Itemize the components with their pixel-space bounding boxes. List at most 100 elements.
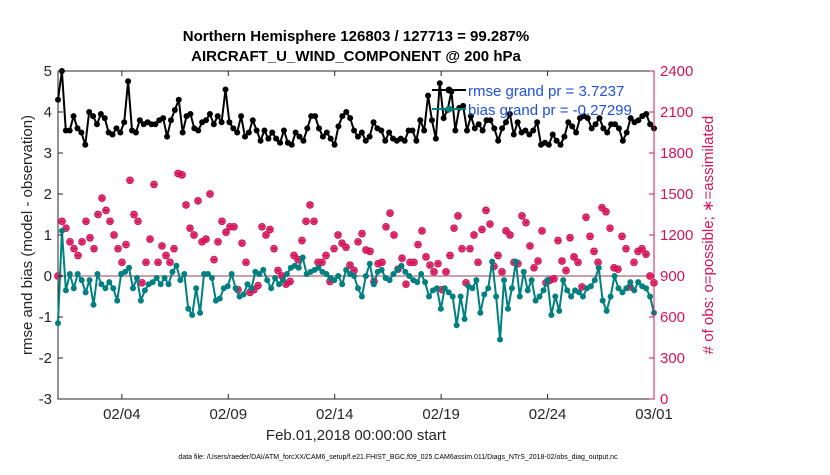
rmse-point (612, 121, 619, 128)
obs-assimilated-star (198, 238, 206, 246)
obs-assimilated-star (202, 235, 210, 243)
bias-point (508, 285, 515, 292)
obs-assimilated-star (118, 258, 126, 266)
obs-marker (258, 222, 266, 231)
rmse-point (253, 127, 260, 134)
obs-marker (82, 217, 90, 226)
bias-point (473, 277, 480, 284)
obs-assimilated-star (334, 231, 342, 239)
y-right-tick-label: 2400 (660, 63, 693, 80)
obs-assimilated-star (194, 197, 202, 205)
obs-marker (418, 227, 426, 235)
obs-marker (214, 237, 222, 246)
x-axis-label: Feb.01,2018 00:00:00 start (266, 427, 447, 444)
bias-point (248, 285, 255, 292)
obs-assimilated-star (630, 258, 638, 266)
bias-point (208, 275, 215, 282)
bias-point (619, 289, 626, 296)
obs-assimilated-star (138, 279, 146, 287)
obs-marker (238, 239, 246, 248)
obs-assimilated-star (70, 245, 78, 253)
obs-assimilated-star (606, 224, 614, 232)
obs-marker (162, 251, 170, 260)
obs-assimilated-star (426, 261, 434, 269)
y-tick-label: -3 (39, 391, 52, 408)
bias-point (94, 270, 101, 277)
bias-point (129, 285, 136, 292)
obs-marker (122, 240, 130, 249)
bias-point (133, 275, 140, 282)
obs-marker (322, 251, 330, 260)
bias-point (370, 281, 377, 288)
bias-point (627, 279, 634, 286)
bias-point (82, 289, 89, 296)
bias-point (607, 293, 614, 300)
obs-marker (338, 239, 346, 248)
bias-point (193, 285, 200, 292)
rmse-point (222, 86, 229, 93)
obs-assimilated-star (486, 220, 494, 228)
obs-assimilated-star (538, 227, 546, 235)
obs-assimilated-star (294, 256, 302, 264)
rmse-point (522, 127, 529, 134)
rmse-point (300, 137, 307, 144)
bias-point (449, 293, 456, 300)
obs-assimilated-star (266, 226, 274, 234)
obs-marker (302, 217, 310, 226)
obs-marker (310, 217, 318, 226)
obs-marker (386, 209, 394, 217)
obs-assimilated-star (610, 264, 618, 272)
obs-assimilated-star (398, 254, 406, 262)
x-tick-label: 02/09 (210, 406, 248, 423)
bias-point (378, 266, 385, 273)
bias-point (560, 277, 567, 284)
obs-marker (334, 231, 342, 239)
obs-marker (114, 244, 122, 253)
bias-point (457, 293, 464, 300)
bias-point (272, 275, 279, 282)
bias-point (86, 277, 93, 284)
bias-point (414, 279, 421, 286)
obs-marker (126, 176, 134, 185)
obs-assimilated-star (322, 252, 330, 259)
obs-marker (382, 222, 390, 231)
bias-point (169, 268, 176, 275)
obs-assimilated-star (238, 239, 246, 247)
obs-assimilated-star (594, 258, 602, 266)
obs-assimilated-star (106, 217, 114, 225)
obs-assimilated-star (402, 280, 410, 288)
obs-assimilated-star (378, 258, 386, 266)
bias-point (358, 293, 365, 300)
bias-point (331, 277, 338, 284)
rmse-point (203, 117, 210, 124)
obs-assimilated-star (626, 283, 634, 291)
obs-assimilated-star (470, 231, 478, 239)
obs-marker (230, 222, 238, 231)
obs-assimilated-star (78, 238, 86, 246)
y-right-tick-label: 900 (660, 268, 685, 285)
obs-assimilated-star (190, 231, 198, 239)
rmse-point (573, 129, 580, 136)
obs-assimilated-star (102, 206, 110, 214)
bias-point (595, 264, 602, 271)
obs-assimilated-star (178, 171, 186, 179)
rmse-point (351, 127, 358, 134)
x-tick-label: 03/01 (635, 406, 673, 423)
bias-point (520, 268, 527, 275)
obs-marker (574, 258, 582, 267)
obs-marker (106, 217, 114, 226)
bias-point (497, 336, 504, 343)
obs-assimilated-star (590, 247, 598, 255)
rmse-point (125, 78, 132, 85)
obs-assimilated-star (342, 243, 350, 251)
bias-point (98, 281, 105, 288)
obs-marker (550, 274, 558, 283)
rmse-point (584, 115, 591, 122)
bias-point (157, 281, 164, 288)
bias-point (110, 285, 117, 292)
y-axis-label-right: # of obs: o=possible; ∗=assimilated (700, 116, 717, 355)
obs-marker (498, 268, 506, 276)
y-right-tick-label: 0 (660, 391, 668, 408)
bias-point (587, 283, 594, 290)
obs-assimilated-star (566, 234, 574, 242)
